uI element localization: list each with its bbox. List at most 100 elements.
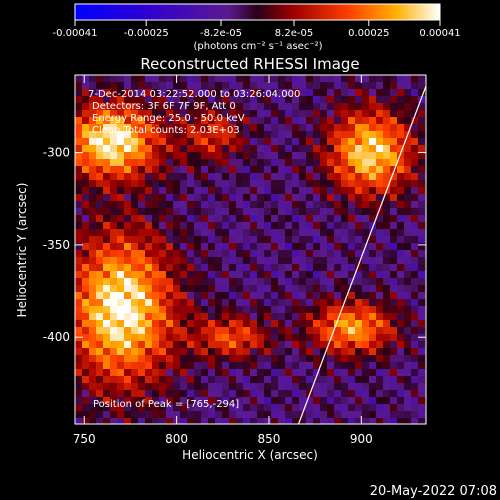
heatmap-cell	[369, 390, 376, 397]
heatmap-cell	[187, 159, 194, 166]
heatmap-cell	[131, 411, 138, 418]
heatmap-cell	[418, 292, 425, 299]
heatmap-cell	[82, 201, 89, 208]
heatmap-cell	[236, 117, 243, 124]
heatmap-cell	[166, 243, 173, 250]
heatmap-cell	[362, 306, 369, 313]
heatmap-cell	[390, 96, 397, 103]
heatmap-cell	[397, 124, 404, 131]
heatmap-cell	[383, 334, 390, 341]
heatmap-cell	[369, 250, 376, 257]
heatmap-cell	[236, 145, 243, 152]
heatmap-cell	[82, 117, 89, 124]
heatmap-cell	[145, 271, 152, 278]
heatmap-cell	[306, 173, 313, 180]
heatmap-cell	[187, 397, 194, 404]
heatmap-cell	[152, 348, 159, 355]
heatmap-cell	[145, 180, 152, 187]
heatmap-cell	[103, 194, 110, 201]
heatmap-cell	[110, 320, 117, 327]
heatmap-cell	[418, 390, 425, 397]
heatmap-cell	[285, 376, 292, 383]
heatmap-cell	[222, 418, 229, 424]
heatmap-cell	[264, 229, 271, 236]
heatmap-cell	[166, 285, 173, 292]
heatmap-cell	[390, 103, 397, 110]
heatmap-cell	[355, 117, 362, 124]
heatmap-cell	[131, 327, 138, 334]
heatmap-cell	[250, 96, 257, 103]
heatmap-cell	[194, 278, 201, 285]
heatmap-cell	[180, 383, 187, 390]
heatmap-cell	[180, 306, 187, 313]
heatmap-cell	[320, 145, 327, 152]
heatmap-cell	[313, 341, 320, 348]
heatmap-cell	[124, 369, 131, 376]
heatmap-cell	[187, 180, 194, 187]
heatmap-cell	[159, 173, 166, 180]
heatmap-cell	[390, 194, 397, 201]
heatmap-cell	[376, 75, 383, 82]
heatmap-cell	[327, 173, 334, 180]
heatmap-cell	[138, 243, 145, 250]
heatmap-cell	[278, 124, 285, 131]
heatmap-cell	[355, 180, 362, 187]
heatmap-cell	[397, 187, 404, 194]
heatmap-cell	[201, 369, 208, 376]
heatmap-cell	[124, 110, 131, 117]
heatmap-cell	[341, 341, 348, 348]
heatmap-cell	[327, 138, 334, 145]
heatmap-cell	[89, 250, 96, 257]
heatmap-cell	[131, 320, 138, 327]
heatmap-cell	[369, 75, 376, 82]
heatmap-cell	[215, 390, 222, 397]
heatmap-cell	[341, 89, 348, 96]
heatmap-cell	[404, 341, 411, 348]
heatmap-cell	[369, 201, 376, 208]
heatmap-cell	[278, 397, 285, 404]
heatmap-cell	[222, 117, 229, 124]
heatmap-cell	[201, 208, 208, 215]
heatmap-cell	[411, 201, 418, 208]
heatmap-cell	[222, 327, 229, 334]
heatmap-cell	[110, 96, 117, 103]
heatmap-cell	[320, 341, 327, 348]
heatmap-cell	[411, 355, 418, 362]
heatmap-cell	[180, 75, 187, 82]
heatmap-cell	[180, 250, 187, 257]
heatmap-cell	[264, 96, 271, 103]
heatmap-cell	[355, 404, 362, 411]
heatmap-cell	[355, 306, 362, 313]
heatmap-cell	[138, 124, 145, 131]
heatmap-cell	[313, 215, 320, 222]
heatmap-cell	[320, 201, 327, 208]
heatmap-cell	[215, 82, 222, 89]
heatmap-cell	[404, 229, 411, 236]
heatmap-cell	[320, 152, 327, 159]
heatmap-cell	[229, 348, 236, 355]
heatmap-cell	[327, 285, 334, 292]
heatmap-cell	[411, 103, 418, 110]
heatmap-cell	[89, 187, 96, 194]
heatmap-cell	[257, 201, 264, 208]
colorbar-ticks: -0.00041 -0.00025 -8.2e-05 8.2e-05 0.00025 0.…	[53, 20, 461, 39]
heatmap-cell	[173, 138, 180, 145]
heatmap-cell	[89, 313, 96, 320]
heatmap-cell	[306, 166, 313, 173]
heatmap-cell	[320, 334, 327, 341]
heatmap-cell	[278, 166, 285, 173]
heatmap-cell	[292, 173, 299, 180]
heatmap-cell	[110, 159, 117, 166]
heatmap-cell	[376, 194, 383, 201]
heatmap-cell	[110, 390, 117, 397]
heatmap-cell	[397, 285, 404, 292]
heatmap-cell	[257, 159, 264, 166]
heatmap-cell	[236, 89, 243, 96]
heatmap-cell	[306, 369, 313, 376]
heatmap-cell	[271, 278, 278, 285]
heatmap-cell	[264, 201, 271, 208]
heatmap-cell	[257, 313, 264, 320]
heatmap-cell	[327, 362, 334, 369]
heatmap-cell	[180, 103, 187, 110]
heatmap-cell	[75, 82, 82, 89]
